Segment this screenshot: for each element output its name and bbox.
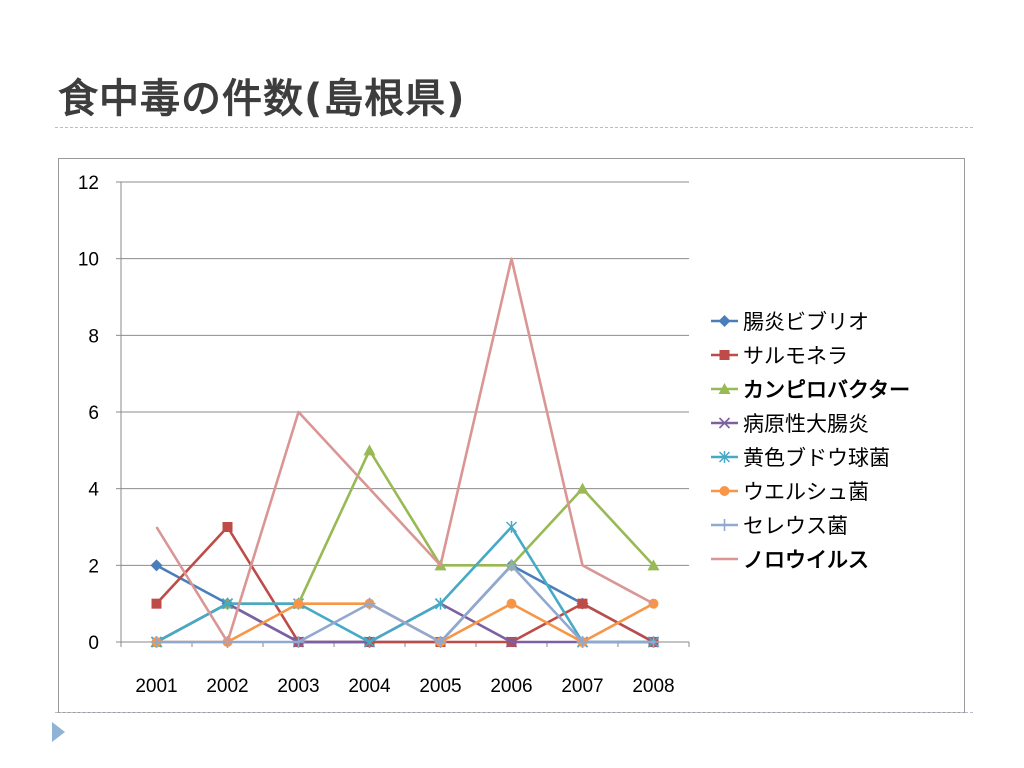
legend-entry: 腸炎ビブリオ xyxy=(711,311,869,334)
legend-label: ウエルシュ菌 xyxy=(743,481,869,504)
data-point xyxy=(150,559,163,572)
series-star xyxy=(150,521,660,648)
y-tick-label: 12 xyxy=(78,173,99,194)
data-point xyxy=(505,636,518,648)
legend-entry: ウエルシュ菌 xyxy=(711,481,869,504)
legend-entry: サルモネラ xyxy=(711,345,848,368)
data-point xyxy=(434,636,447,648)
data-point xyxy=(576,636,589,648)
series-square xyxy=(151,522,659,647)
data-point xyxy=(363,597,376,610)
data-point xyxy=(718,417,731,429)
data-point xyxy=(363,444,376,456)
data-point xyxy=(506,598,517,609)
x-tick-label: 2005 xyxy=(419,676,461,697)
y-tick-label: 6 xyxy=(88,403,99,424)
data-point xyxy=(719,486,730,496)
data-point xyxy=(434,597,447,610)
data-point xyxy=(150,636,163,648)
data-point xyxy=(576,482,589,494)
chart-frame: 0 2 4 6 8 10 12 2001 2002 2003 2004 2005 2006 2007 200… xyxy=(58,158,965,713)
data-point xyxy=(222,522,233,532)
data-point xyxy=(293,598,304,609)
footer-divider xyxy=(55,712,973,713)
legend-label: サルモネラ xyxy=(743,345,848,368)
legend-label: セレウス菌 xyxy=(743,515,848,538)
line-chart: 0 2 4 6 8 10 12 2001 2002 2003 2004 2005 2006 2007 200… xyxy=(78,173,910,697)
x-tick-label: 2001 xyxy=(135,676,177,697)
data-point xyxy=(647,559,660,571)
title-divider xyxy=(55,127,973,128)
slide-title: 食中毒の件数(島根県) xyxy=(58,76,466,122)
legend-label: 腸炎ビブリオ xyxy=(743,311,869,334)
x-tick-label: 2003 xyxy=(277,676,319,697)
series-line xyxy=(155,257,655,644)
series-none xyxy=(155,257,655,644)
data-point xyxy=(505,521,518,533)
y-tick-label: 10 xyxy=(78,250,99,271)
legend-entry: 黄色ブドウ球菌 xyxy=(711,447,890,470)
x-tick-label: 2004 xyxy=(348,676,391,697)
x-tick-label: 2002 xyxy=(206,676,248,697)
data-point xyxy=(363,636,376,648)
next-slide-arrow-icon[interactable] xyxy=(52,722,65,742)
data-point xyxy=(577,598,588,609)
legend-entry: 病原性大腸炎 xyxy=(711,413,869,436)
series-triangle xyxy=(150,444,660,647)
data-point xyxy=(718,383,731,394)
data-point xyxy=(647,636,660,648)
data-point xyxy=(718,315,731,327)
series-plus xyxy=(150,559,660,648)
x-tick-label: 2006 xyxy=(490,676,532,697)
data-point xyxy=(718,519,731,531)
x-tick-label: 2008 xyxy=(632,676,674,697)
y-tick-label: 2 xyxy=(88,556,99,577)
data-point xyxy=(221,597,234,610)
legend: 腸炎ビブリオサルモネラカンピロバクター病原性大腸炎黄色ブドウ球菌ウエルシュ菌セレ… xyxy=(711,311,910,572)
gridlines xyxy=(121,181,689,643)
data-point xyxy=(292,636,305,648)
y-tick-label: 0 xyxy=(88,633,99,654)
axes: 0 2 4 6 8 10 12 2001 2002 2003 2004 2005 2006 2007 200… xyxy=(78,173,690,697)
legend-label: カンピロバクター xyxy=(743,379,910,402)
data-point xyxy=(505,559,518,572)
legend-label: 黄色ブドウ球菌 xyxy=(743,447,890,470)
data-point xyxy=(718,451,731,463)
legend-entry: ノロウイルス xyxy=(711,549,869,572)
legend-entry: カンピロバクター xyxy=(711,379,910,402)
y-tick-label: 8 xyxy=(88,326,99,347)
x-tick-label: 2007 xyxy=(561,676,603,697)
series-line xyxy=(156,564,654,644)
series-lines xyxy=(150,257,660,648)
legend-label: ノロウイルス xyxy=(743,549,869,572)
legend-label: 病原性大腸炎 xyxy=(743,413,869,436)
y-tick-label: 4 xyxy=(88,480,99,501)
legend-entry: セレウス菌 xyxy=(711,515,848,538)
data-point xyxy=(151,598,162,609)
series-line xyxy=(155,525,655,644)
data-point xyxy=(719,350,730,360)
